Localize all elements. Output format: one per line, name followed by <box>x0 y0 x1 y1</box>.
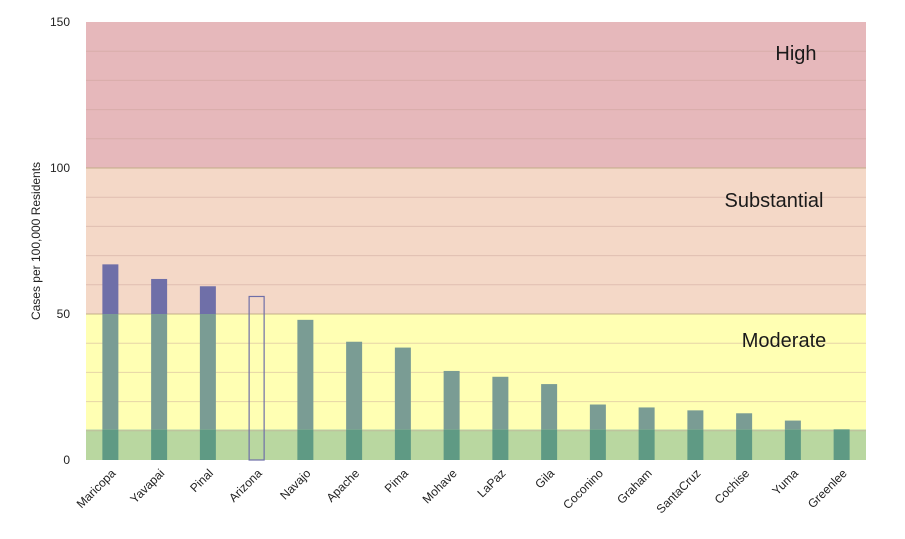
bar-segment <box>784 420 801 430</box>
bar-graham <box>638 407 655 460</box>
x-tick-label: Yuma <box>769 466 801 498</box>
bar-segment <box>687 429 704 460</box>
bar-segment <box>151 278 168 314</box>
x-tick-label: Cochise <box>712 466 753 507</box>
bar-apache <box>346 341 363 460</box>
bars <box>102 264 850 461</box>
bar-segment <box>541 429 558 460</box>
bar-coconino <box>589 404 606 460</box>
bar-segment <box>199 314 216 430</box>
bar-yuma <box>784 420 801 460</box>
x-tick-label: Graham <box>614 466 655 507</box>
bar-segment <box>833 429 850 460</box>
x-tick-label: Greenlee <box>805 466 850 511</box>
x-tick-label: Apache <box>324 466 363 505</box>
x-tick-label: Yavapai <box>127 466 167 506</box>
bar-segment <box>102 314 119 430</box>
bar-segment <box>541 384 558 430</box>
y-tick-label: 150 <box>50 15 70 29</box>
bar-segment <box>589 404 606 430</box>
bar-segment <box>297 429 314 460</box>
bar-segment <box>151 429 168 460</box>
x-tick-label: Mohave <box>420 466 460 506</box>
band-1 <box>86 314 866 430</box>
threshold-bands <box>86 22 866 460</box>
bar-segment <box>199 429 216 460</box>
bar-lapaz <box>492 376 509 460</box>
bar-arizona <box>248 295 265 461</box>
band-2 <box>86 168 866 314</box>
bar-segment <box>297 319 314 430</box>
bar-segment <box>346 341 363 430</box>
bar-segment <box>784 429 801 460</box>
x-tick-label: Pinal <box>187 466 216 495</box>
y-tick-label: 50 <box>57 307 71 321</box>
bar-segment <box>394 347 411 430</box>
bar-segment <box>102 429 119 460</box>
x-tick-labels: Maricopa Yavapai Pinal Arizona Navajo Apache P… <box>74 466 850 516</box>
x-tick-label: Coconino <box>560 466 606 512</box>
x-tick-label: Gila <box>532 466 557 491</box>
bar-segment <box>492 376 509 430</box>
bar-segment <box>394 429 411 460</box>
bar-navajo <box>297 319 314 460</box>
bar-pima <box>394 347 411 460</box>
bar-segment <box>736 413 753 430</box>
bar-segment <box>492 429 509 460</box>
band-labels: Moderate Substantial High <box>725 43 827 352</box>
bar-segment <box>589 429 606 460</box>
bar-segment <box>736 429 753 460</box>
bar-segment <box>151 314 168 430</box>
x-tick-label: Arizona <box>226 466 265 505</box>
bar-segment <box>346 429 363 460</box>
bar-yavapai <box>151 278 168 460</box>
y-tick-label: 0 <box>63 453 70 467</box>
bar-pinal <box>199 286 216 460</box>
bar-segment <box>687 410 704 430</box>
bar-segment <box>102 264 119 314</box>
band-label-moderate: Moderate <box>742 330 827 352</box>
y-tick-labels: 0 50 100 150 <box>50 15 70 467</box>
band-3 <box>86 22 866 168</box>
y-tick-label: 100 <box>50 161 70 175</box>
x-tick-label: LaPaz <box>475 466 509 500</box>
bar-santacruz <box>687 410 704 460</box>
band-0 <box>86 429 866 460</box>
bar-mohave <box>443 370 460 460</box>
gridlines <box>86 50 866 432</box>
bar-segment <box>638 429 655 460</box>
bar-segment <box>443 429 460 460</box>
bar-maricopa <box>102 264 119 460</box>
x-tick-label: Maricopa <box>74 466 119 511</box>
bar-greenlee <box>833 429 850 460</box>
bar-segment <box>199 286 216 314</box>
bar-segment <box>443 370 460 430</box>
x-tick-label: Pima <box>382 466 411 495</box>
bar-cochise <box>736 413 753 460</box>
band-label-high: High <box>775 43 816 65</box>
y-axis-label: Cases per 100,000 Residents <box>29 162 43 320</box>
bar-segment <box>638 407 655 430</box>
x-tick-label: Navajo <box>277 466 314 503</box>
band-label-substantial: Substantial <box>725 190 824 212</box>
x-tick-label: SantaCruz <box>654 466 704 516</box>
bar-gila <box>541 384 558 460</box>
